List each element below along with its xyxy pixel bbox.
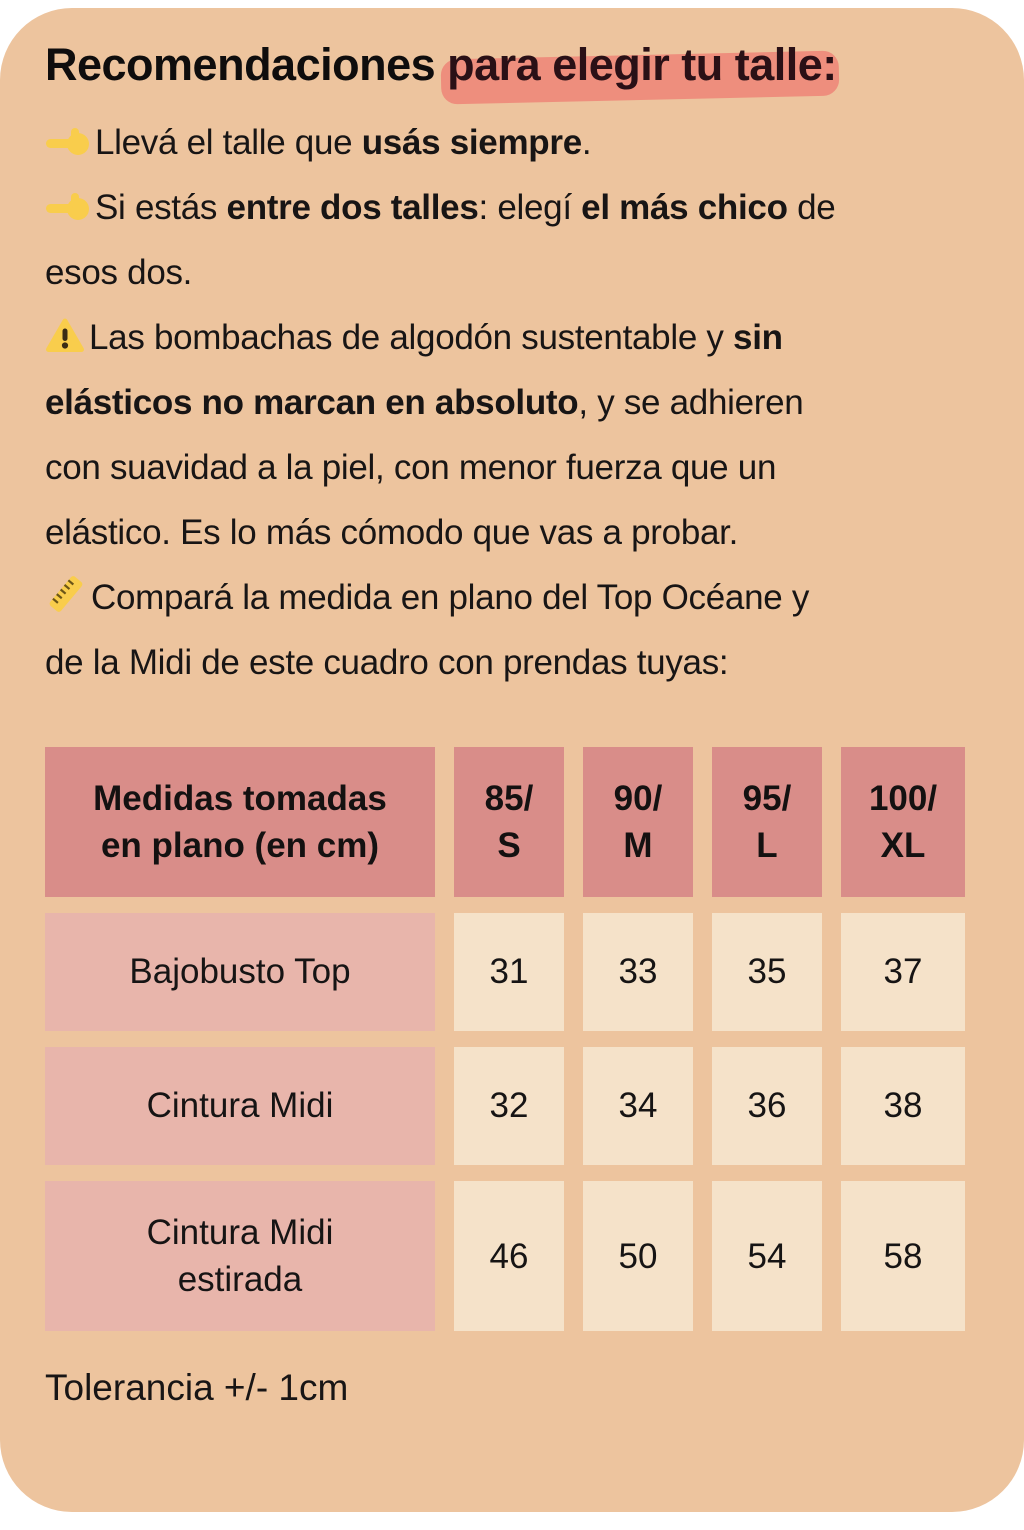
table-header-size-m: 90/M [583,747,693,897]
table-cell: 58 [841,1181,965,1331]
table-cell: 50 [583,1181,693,1331]
table-header-row: Medidas tomadas en plano (en cm) 85/S 90/… [45,747,979,897]
tolerance-note: Tolerancia +/- 1cm [45,1367,349,1408]
title-plain-text: Recomendaciones [45,39,448,90]
bullet-between-sizes: Si estás entre dos talles: elegí el más … [45,175,979,305]
measure-note-paragraph: Compará la medida en plano del Top Océan… [45,565,979,695]
table-header-size-s: 85/S [454,747,564,897]
warning-paragraph: Las bombachas de algodón sustentable y s… [45,305,979,565]
size-guide-card: Recomendaciones para elegir tu talle: Ll… [0,8,1024,1512]
table-header-measures: Medidas tomadas en plano (en cm) [45,747,435,897]
table-cell: 33 [583,913,693,1031]
page-title: Recomendaciones para elegir tu talle: [45,38,979,106]
table-cell: 46 [454,1181,564,1331]
table-row-bajobusto-top: Bajobusto Top 31 33 35 37 [45,913,979,1031]
bullet-text: Si estás entre dos talles: elegí el más … [45,188,836,292]
title-highlighted-text: para elegir tu talle: [440,38,840,106]
table-row-cintura-midi-estirada: Cintura Midi estirada 46 50 54 58 [45,1181,979,1331]
ruler-icon [45,574,87,614]
size-table: Medidas tomadas en plano (en cm) 85/S 90/… [45,747,979,1331]
table-header-size-l: 95/L [712,747,822,897]
pointing-hand-icon [45,125,91,159]
bullet-text: Llevá el talle que usás siempre. [95,123,592,162]
pointing-hand-icon [45,190,91,224]
row-label: Bajobusto Top [45,913,435,1031]
table-cell: 37 [841,913,965,1031]
bullet-wear-usual-size: Llevá el talle que usás siempre. [45,110,979,175]
table-row-cintura-midi: Cintura Midi 32 34 36 38 [45,1047,979,1165]
table-header-size-xl: 100/XL [841,747,965,897]
table-cell: 35 [712,913,822,1031]
measure-note-text: Compará la medida en plano del Top Océan… [45,578,810,682]
table-cell: 31 [454,913,564,1031]
table-cell: 34 [583,1047,693,1165]
advice-bullets: Llevá el talle que usás siempre. Si está… [45,110,979,305]
table-cell: 32 [454,1047,564,1165]
table-cell: 36 [712,1047,822,1165]
table-cell: 38 [841,1047,965,1165]
table-cell: 54 [712,1181,822,1331]
warning-icon [45,317,85,354]
row-label: Cintura Midi [45,1047,435,1165]
warning-text: Las bombachas de algodón sustentable y s… [45,318,804,552]
row-label: Cintura Midi estirada [45,1181,435,1331]
